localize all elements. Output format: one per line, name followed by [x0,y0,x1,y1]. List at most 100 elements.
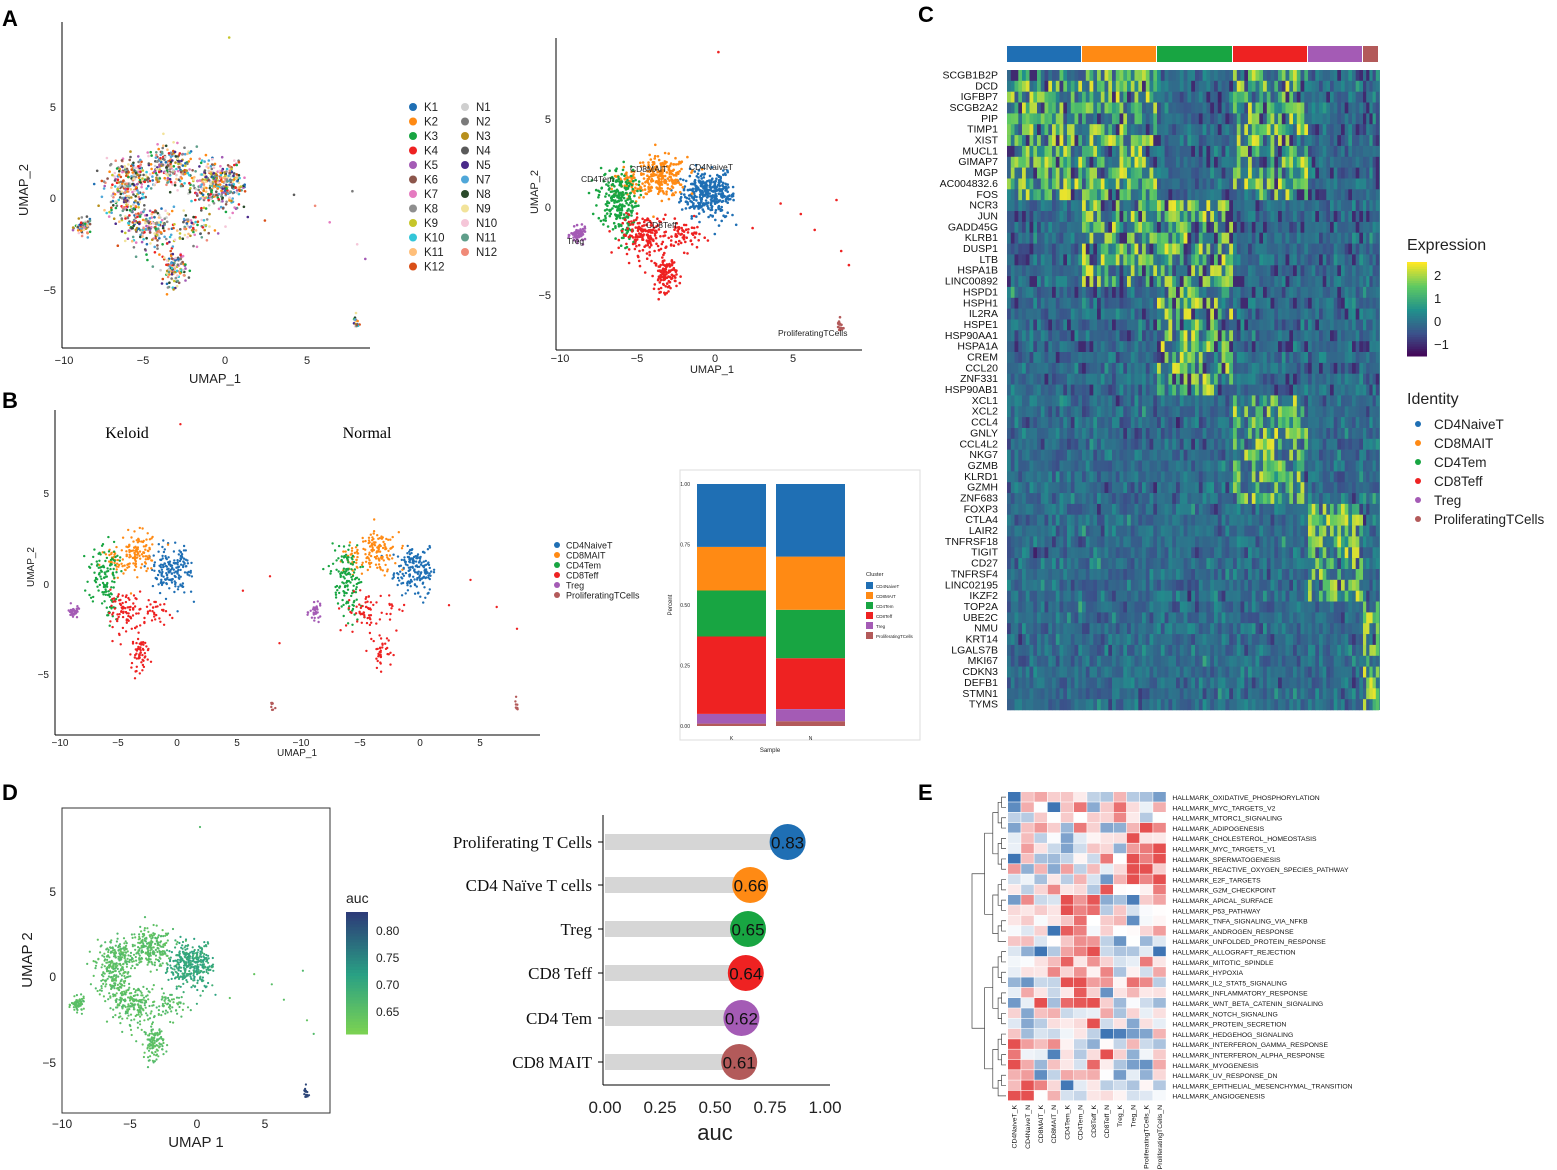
umap-point [633,194,636,198]
bar-segment [776,721,845,726]
umap-point [194,170,197,173]
umap-point [653,157,656,160]
umap-point [169,579,173,582]
heatmap-cell [1040,124,1045,136]
umap-point [149,242,152,245]
umap-point [137,203,140,206]
heatmap-cell [1033,135,1038,147]
umap-point [686,155,689,159]
umap-point [134,205,138,208]
heatmap-cell [1160,135,1165,147]
umap-point [716,201,719,204]
panel-label-e: E [918,780,933,805]
umap-point [126,216,130,220]
umap-point [621,221,624,225]
umap-point [158,253,161,256]
heatmap-cell [1119,145,1124,157]
umap-point [370,637,373,641]
heatmap-cell [1322,102,1327,114]
umap-point [142,210,145,213]
heatmap-cell [1127,156,1131,168]
heatmap-cell [1322,80,1327,92]
heatmap-cell [1278,145,1282,157]
umap-point [223,171,226,174]
umap-point [108,553,111,557]
umap-point [137,176,141,179]
umap-point [160,573,163,576]
heatmap-cell [1352,80,1356,92]
heatmap-cell [1366,124,1370,136]
heatmap-cell [1176,124,1181,136]
legend-swatch [554,592,560,598]
heatmap-cell [1176,91,1181,103]
umap-point [132,246,136,249]
panel-a-left-umap: −10 −5 0 5 5 0 −5 UMAP_1 UMAP_2 K1K2K3K4… [16,22,497,386]
umap-point [124,568,127,572]
umap-point [694,231,698,234]
heatmap-cell [1233,80,1237,92]
umap-point [200,187,204,191]
umap-point [695,199,698,202]
umap-point [128,556,131,559]
heatmap-cell [1244,113,1249,125]
heatmap-cell [1130,70,1135,82]
heatmap-cell [1176,156,1181,168]
heatmap-cell [1263,80,1267,92]
heatmap-cell [1369,145,1373,157]
umap-point [179,563,183,566]
umap-point [670,235,673,238]
umap-point [127,194,131,198]
umap-point [99,575,102,578]
umap-point [632,190,635,193]
heatmap-cell [1225,145,1230,157]
legend-label: Treg [876,624,886,629]
heatmap-cell [1108,91,1113,103]
umap-point [188,181,191,185]
umap-point [151,179,154,182]
umap-point [139,607,142,611]
heatmap-cell [1229,156,1234,168]
umap-point [427,576,430,579]
heatmap-cell [1052,124,1056,136]
umap-point [614,225,617,228]
umap-point [112,204,115,207]
umap-point [649,231,653,234]
umap-point [337,570,340,573]
heatmap-cell [1248,124,1252,136]
umap-point [397,573,400,576]
heatmap-cell [1070,70,1075,82]
heatmap-cell [1210,145,1215,157]
umap-point [359,606,363,610]
umap-point [173,181,177,184]
heatmap-cell [1187,145,1192,157]
umap-point [638,264,642,268]
heatmap-cell [1326,113,1331,125]
heatmap-cell [1355,80,1360,92]
legend-label: K6 [424,175,438,187]
umap-point [415,557,418,560]
umap-point [111,597,114,601]
umap-point [179,163,183,166]
heatmap-cell [1214,113,1219,125]
heatmap-cell [1233,156,1237,168]
umap-point [189,569,192,573]
umap-point [389,547,392,550]
heatmap-cell [1153,91,1158,103]
umap-point [218,169,221,173]
heatmap-cell [1029,70,1034,82]
umap-point [654,236,658,240]
heatmap-cell [1104,91,1109,103]
umap-point [686,252,689,255]
heatmap-cell [1210,102,1215,114]
heatmap-cell [1191,70,1196,82]
umap-point [120,197,124,200]
umap-point [183,182,186,185]
heatmap-cell [1293,80,1297,92]
umap-point [142,643,145,646]
umap-point [97,204,100,207]
umap-point [649,234,652,238]
umap-point [127,528,130,532]
umap-point [685,236,688,239]
umap-point [619,196,623,199]
umap-point [141,527,144,530]
